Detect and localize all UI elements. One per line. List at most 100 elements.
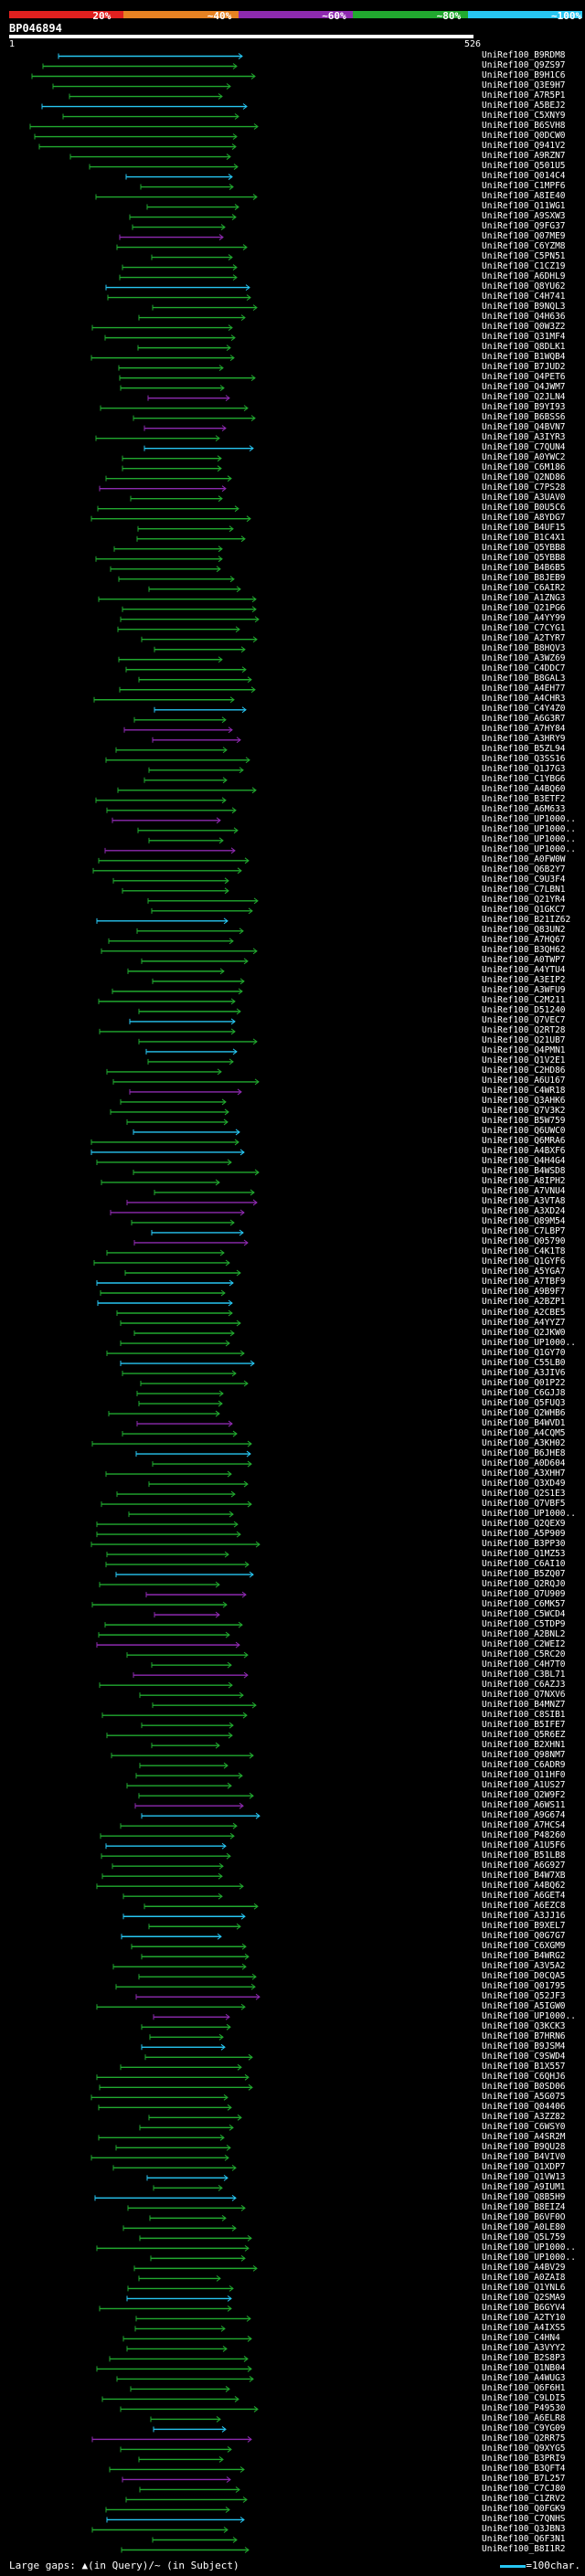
hit-label[interactable]: UniRef100_C1YBG6 — [482, 774, 566, 785]
hit-label[interactable]: UniRef100_UP1000.. — [482, 1508, 576, 1519]
hit-label[interactable]: UniRef100_C7CYG1 — [482, 623, 566, 634]
hit-label[interactable]: UniRef100_A6M633 — [482, 804, 566, 815]
hit-label[interactable]: UniRef100_B1X557 — [482, 2061, 566, 2072]
hit-label[interactable]: UniRef100_A9B9F7 — [482, 1287, 566, 1298]
hit-label[interactable]: UniRef100_A7TBF9 — [482, 1277, 566, 1288]
hit-label[interactable]: UniRef100_A0TWP7 — [482, 955, 566, 966]
hit-label[interactable]: UniRef100_B0U5C6 — [482, 503, 566, 514]
hit-label[interactable]: UniRef100_Q6MRA6 — [482, 1136, 566, 1147]
hit-label[interactable]: UniRef100_A4BXF6 — [482, 1146, 566, 1157]
hit-label[interactable]: UniRef100_A3V5A2 — [482, 1960, 566, 1971]
hit-label[interactable]: UniRef100_Q31MF4 — [482, 332, 566, 343]
hit-label[interactable]: UniRef100_C4H7T0 — [482, 1659, 566, 1670]
hit-label[interactable]: UniRef100_Q3E9H7 — [482, 80, 566, 90]
hit-label[interactable]: UniRef100_Q05790 — [482, 1236, 566, 1247]
hit-label[interactable]: UniRef100_A5IGW0 — [482, 2000, 566, 2011]
hit-label[interactable]: UniRef100_Q1VW13 — [482, 2171, 566, 2182]
hit-label[interactable]: UniRef100_B5IFE7 — [482, 1719, 566, 1730]
hit-label[interactable]: UniRef100_A8IE40 — [482, 191, 566, 202]
hit-label[interactable]: UniRef100_C5WCD4 — [482, 1608, 566, 1619]
hit-label[interactable]: UniRef100_Q5YBB8 — [482, 543, 566, 554]
hit-label[interactable]: UniRef100_C6M186 — [482, 462, 566, 473]
hit-label[interactable]: UniRef100_B9RDM8 — [482, 50, 566, 60]
hit-label[interactable]: UniRef100_C6ADR9 — [482, 1759, 566, 1770]
hit-label[interactable]: UniRef100_Q04406 — [482, 2101, 566, 2112]
hit-label[interactable]: UniRef100_B5ZL94 — [482, 744, 566, 755]
hit-label[interactable]: UniRef100_Q5R6EZ — [482, 1729, 566, 1740]
hit-label[interactable]: UniRef100_Q2SMA9 — [482, 2292, 566, 2303]
hit-label[interactable]: UniRef100_A0YWC2 — [482, 452, 566, 463]
hit-label[interactable]: UniRef100_Q89M54 — [482, 1216, 566, 1227]
hit-label[interactable]: UniRef100_C6XGM9 — [482, 1940, 566, 1951]
hit-label[interactable]: UniRef100_A8YDG7 — [482, 513, 566, 524]
hit-label[interactable]: UniRef100_A3VTA8 — [482, 1196, 566, 1207]
hit-label[interactable]: UniRef100_Q1YNL6 — [482, 2282, 566, 2293]
hit-label[interactable]: UniRef100_C4HN4 — [482, 2332, 560, 2343]
hit-label[interactable]: UniRef100_A5G075 — [482, 2091, 566, 2102]
hit-label[interactable]: UniRef100_Q2ND86 — [482, 472, 566, 483]
hit-label[interactable]: UniRef100_Q1GY70 — [482, 1347, 566, 1358]
hit-label[interactable]: UniRef100_A6GET4 — [482, 1890, 566, 1901]
hit-label[interactable]: UniRef100_Q5L759 — [482, 2231, 566, 2242]
hit-label[interactable]: UniRef100_Q7NXV6 — [482, 1689, 566, 1700]
hit-label[interactable]: UniRef100_A7HQ67 — [482, 935, 566, 946]
hit-label[interactable]: UniRef100_Q9ZS97 — [482, 60, 566, 70]
hit-label[interactable]: UniRef100_B9XEL7 — [482, 1920, 566, 1931]
hit-label[interactable]: UniRef100_A9G674 — [482, 1809, 566, 1820]
hit-label[interactable]: UniRef100_B8I1R2 — [482, 2543, 566, 2554]
hit-label[interactable]: UniRef100_B0SD06 — [482, 2081, 566, 2092]
hit-label[interactable]: UniRef100_C7LBN1 — [482, 885, 566, 896]
hit-label[interactable]: UniRef100_B5ZQ07 — [482, 1568, 566, 1579]
hit-label[interactable]: UniRef100_C1CZ19 — [482, 261, 566, 272]
hit-label[interactable]: UniRef100_A8IPH2 — [482, 1176, 566, 1187]
hit-label[interactable]: UniRef100_A3WFU9 — [482, 985, 566, 996]
hit-label[interactable]: UniRef100_A9SXW3 — [482, 211, 566, 222]
hit-label[interactable]: UniRef100_Q2JKW0 — [482, 1327, 566, 1338]
hit-label[interactable]: UniRef100_Q2RT28 — [482, 1025, 566, 1036]
hit-label[interactable]: UniRef100_B3PRI9 — [482, 2453, 566, 2464]
hit-label[interactable]: UniRef100_A3KH02 — [482, 1437, 566, 1448]
hit-label[interactable]: UniRef100_C1MPF6 — [482, 181, 566, 192]
hit-label[interactable]: UniRef100_C4Y4Z0 — [482, 704, 566, 715]
hit-label[interactable]: UniRef100_C2HD86 — [482, 1065, 566, 1076]
hit-label[interactable]: UniRef100_C4H741 — [482, 292, 566, 302]
hit-label[interactable]: UniRef100_Q83UN2 — [482, 925, 566, 936]
hit-label[interactable]: UniRef100_C6MK57 — [482, 1598, 566, 1609]
hit-label[interactable]: UniRef100_C9YG09 — [482, 2422, 566, 2433]
hit-label[interactable]: UniRef100_B1C4X1 — [482, 533, 566, 544]
hit-label[interactable]: UniRef100_B2XHN1 — [482, 1739, 566, 1750]
hit-label[interactable]: UniRef100_B3ETF2 — [482, 794, 566, 805]
hit-label[interactable]: UniRef100_UP1000.. — [482, 1337, 576, 1348]
hit-label[interactable]: UniRef100_Q014C4 — [482, 171, 566, 182]
hit-label[interactable]: UniRef100_Q4H636 — [482, 312, 566, 323]
hit-label[interactable]: UniRef100_A3IYR3 — [482, 432, 566, 443]
hit-label[interactable]: UniRef100_Q501U5 — [482, 161, 566, 172]
hit-label[interactable]: UniRef100_C7QNHS — [482, 2513, 566, 2524]
hit-label[interactable]: UniRef100_A2BNL2 — [482, 1628, 566, 1639]
hit-label[interactable]: UniRef100_B21IZ62 — [482, 915, 571, 926]
hit-label[interactable]: UniRef100_UP1000.. — [482, 2010, 576, 2021]
hit-label[interactable]: UniRef100_A6U167 — [482, 1076, 566, 1087]
hit-label[interactable]: UniRef100_Q0DCW0 — [482, 131, 566, 142]
hit-label[interactable]: UniRef100_UP1000.. — [482, 844, 576, 855]
hit-label[interactable]: UniRef100_A5BEJ2 — [482, 101, 566, 111]
hit-label[interactable]: UniRef100_Q9FG37 — [482, 221, 566, 232]
hit-label[interactable]: UniRef100_A7HY84 — [482, 724, 566, 735]
hit-label[interactable]: UniRef100_C1ZRV2 — [482, 2493, 566, 2504]
hit-label[interactable]: UniRef100_Q1V2E1 — [482, 1055, 566, 1066]
hit-label[interactable]: UniRef100_Q21UB7 — [482, 1035, 566, 1046]
hit-label[interactable]: UniRef100_C6AI10 — [482, 1558, 566, 1569]
hit-label[interactable]: UniRef100_Q3AHK6 — [482, 1096, 566, 1107]
hit-label[interactable]: UniRef100_B9JSM4 — [482, 2041, 566, 2051]
hit-label[interactable]: UniRef100_UP1000.. — [482, 814, 576, 825]
hit-label[interactable]: UniRef100_Q2S1E3 — [482, 1488, 566, 1499]
hit-label[interactable]: UniRef100_C4WR18 — [482, 1086, 566, 1097]
hit-label[interactable]: UniRef100_B6SVH8 — [482, 121, 566, 132]
hit-label[interactable]: UniRef100_B9QU28 — [482, 2141, 566, 2152]
hit-label[interactable]: UniRef100_Q7V3K2 — [482, 1106, 566, 1117]
hit-label[interactable]: UniRef100_A4YYZ7 — [482, 1317, 566, 1328]
hit-label[interactable]: UniRef100_C5TDP9 — [482, 1618, 566, 1629]
hit-label[interactable]: UniRef100_Q941V2 — [482, 141, 566, 152]
hit-label[interactable]: UniRef100_C9LDI5 — [482, 2392, 566, 2403]
hit-label[interactable]: UniRef100_C6WSY0 — [482, 2121, 566, 2132]
